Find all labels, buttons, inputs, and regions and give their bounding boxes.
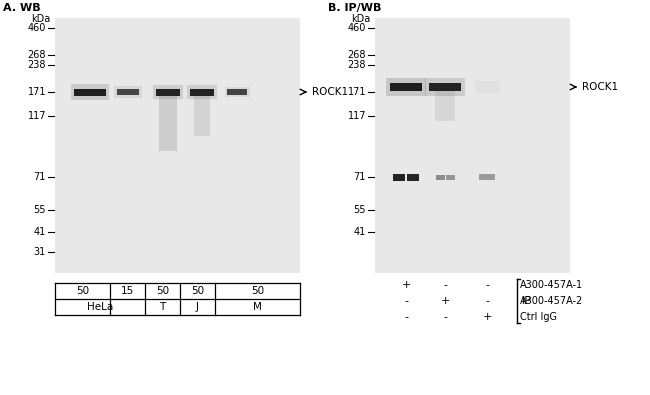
Bar <box>190 88 214 96</box>
Bar <box>393 173 405 181</box>
Text: 41: 41 <box>354 227 366 237</box>
Text: 268: 268 <box>348 50 366 60</box>
Text: 460: 460 <box>27 23 46 33</box>
Text: 71: 71 <box>354 172 366 182</box>
Text: 117: 117 <box>27 111 46 121</box>
Text: ROCK1: ROCK1 <box>582 82 618 92</box>
Text: 55: 55 <box>354 205 366 215</box>
Bar <box>375 18 570 273</box>
Bar <box>187 85 217 99</box>
Bar <box>479 174 495 180</box>
Text: 50: 50 <box>251 286 264 296</box>
Text: 50: 50 <box>191 286 204 296</box>
Text: kDa: kDa <box>351 14 370 24</box>
Bar <box>71 84 109 100</box>
Text: 15: 15 <box>121 286 134 296</box>
Bar <box>159 96 177 151</box>
Text: A300-457A-1: A300-457A-1 <box>520 280 583 290</box>
Text: -: - <box>404 296 408 306</box>
Text: IP: IP <box>522 296 532 306</box>
Bar <box>55 18 300 273</box>
Text: -: - <box>443 280 447 290</box>
Bar <box>114 86 142 98</box>
Text: Ctrl IgG: Ctrl IgG <box>520 312 557 322</box>
Bar <box>435 91 455 121</box>
Bar <box>224 87 250 97</box>
Text: A. WB: A. WB <box>3 3 40 13</box>
Bar <box>74 88 106 96</box>
Text: +: + <box>482 312 491 322</box>
Bar <box>425 78 465 96</box>
Text: J: J <box>196 302 199 312</box>
Text: 171: 171 <box>348 87 366 97</box>
Bar <box>445 175 454 179</box>
Text: 50: 50 <box>76 286 89 296</box>
Text: ROCK1: ROCK1 <box>312 87 348 97</box>
Text: 31: 31 <box>34 247 46 257</box>
Text: 55: 55 <box>34 205 46 215</box>
Bar <box>194 96 210 136</box>
Text: +: + <box>401 280 411 290</box>
Text: -: - <box>485 296 489 306</box>
Text: T: T <box>159 302 166 312</box>
Bar <box>156 88 180 96</box>
Text: 117: 117 <box>348 111 366 121</box>
Bar <box>117 89 139 95</box>
Text: A300-457A-2: A300-457A-2 <box>520 296 583 306</box>
Text: -: - <box>443 312 447 322</box>
Text: 460: 460 <box>348 23 366 33</box>
Text: 41: 41 <box>34 227 46 237</box>
Bar <box>474 81 499 93</box>
Text: B. IP/WB: B. IP/WB <box>328 3 382 13</box>
Bar <box>227 89 247 95</box>
Text: 50: 50 <box>156 286 169 296</box>
Text: 71: 71 <box>34 172 46 182</box>
Bar <box>436 175 445 179</box>
Text: +: + <box>440 296 450 306</box>
Bar <box>407 173 419 181</box>
Text: 238: 238 <box>348 60 366 70</box>
Text: 171: 171 <box>27 87 46 97</box>
Text: -: - <box>404 312 408 322</box>
Bar <box>429 83 461 91</box>
Bar <box>386 78 426 96</box>
Text: HeLa: HeLa <box>87 302 113 312</box>
Text: 238: 238 <box>27 60 46 70</box>
Bar <box>390 83 422 91</box>
Text: M: M <box>253 302 262 312</box>
Text: 268: 268 <box>27 50 46 60</box>
Bar <box>153 85 183 99</box>
Text: -: - <box>485 280 489 290</box>
Text: kDa: kDa <box>31 14 50 24</box>
